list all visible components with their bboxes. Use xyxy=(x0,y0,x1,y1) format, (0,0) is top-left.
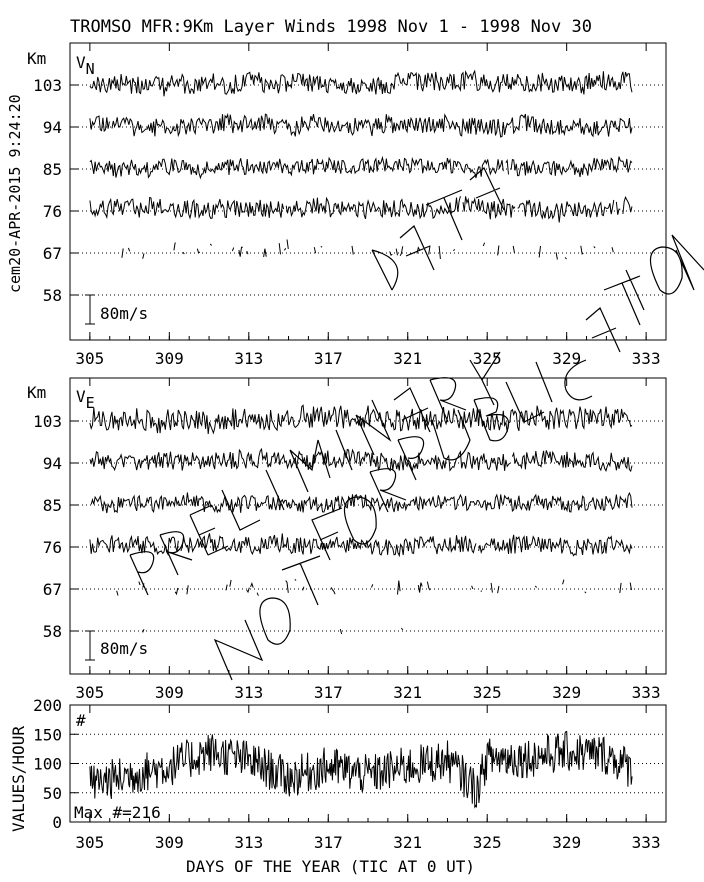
ve-y-tick-label: 58 xyxy=(43,622,62,641)
ve-x-tick-label: 309 xyxy=(155,683,184,702)
vn-traces xyxy=(89,69,633,297)
ve-scale-bar xyxy=(85,630,95,661)
ve-y-tick-label: 76 xyxy=(43,538,62,557)
watermark xyxy=(129,167,704,681)
vn-y-ticks: 103 94 85 76 67 58 xyxy=(33,76,666,305)
count-x-tick-label: 313 xyxy=(234,833,263,852)
vn-trace-94 xyxy=(89,112,633,138)
vn-panel-label: VN xyxy=(76,53,95,78)
count-x-tick-label: 329 xyxy=(552,833,581,852)
count-y-tick-label: 0 xyxy=(52,813,62,832)
count-x-tick-label: 317 xyxy=(314,833,343,852)
vn-y-tick-label: 103 xyxy=(33,76,62,95)
ve-y-tick-label: 67 xyxy=(43,580,62,599)
ve-x-tick-label: 321 xyxy=(393,683,422,702)
vn-x-tick-label: 309 xyxy=(155,349,184,368)
vn-x-tick-label: 333 xyxy=(632,349,661,368)
vn-panel: Km VN 103 94 85 76 67 58 305 309 313 317 321 325 32… xyxy=(27,42,667,368)
vn-scale-bar xyxy=(85,294,95,325)
count-x-tick-label: 321 xyxy=(393,833,422,852)
ve-y-tick-label: 85 xyxy=(43,496,62,515)
x-axis-label: DAYS OF THE YEAR (TIC AT 0 UT) xyxy=(186,857,475,876)
ve-scale-label: 80m/s xyxy=(100,639,148,658)
ve-trace-76 xyxy=(89,533,633,558)
vn-trace-85 xyxy=(89,155,633,180)
ve-x-tick-label: 313 xyxy=(234,683,263,702)
ve-unit-label: Km xyxy=(27,383,46,402)
vn-trace-103 xyxy=(89,69,633,97)
vn-x-tick-label: 313 xyxy=(234,349,263,368)
vn-trace-76 xyxy=(89,195,633,223)
vn-x-ticks: 305 309 313 317 321 325 329 333 xyxy=(69,43,667,368)
watermark-strokes xyxy=(129,167,704,681)
vn-y-tick-label: 85 xyxy=(43,160,62,179)
vn-x-tick-label: 325 xyxy=(473,349,502,368)
ve-panel: Km VE 103 94 85 76 67 58 305 309 313 317 321 325 32… xyxy=(27,377,667,702)
vn-unit-label: Km xyxy=(27,49,46,68)
count-x-tick-label: 309 xyxy=(155,833,184,852)
count-max-annotation: Max #=216 xyxy=(74,803,161,822)
vn-x-tick-label: 317 xyxy=(314,349,343,368)
ve-y-tick-label: 94 xyxy=(43,454,62,473)
count-series-line xyxy=(89,730,633,809)
ve-y-tick-label: 103 xyxy=(33,412,62,431)
ve-trace-58 xyxy=(143,624,632,634)
vn-scale-label: 80m/s xyxy=(100,304,148,323)
count-y-tick-label: 50 xyxy=(43,784,62,803)
count-y-tick-label: 100 xyxy=(33,755,62,774)
vn-x-tick-label: 305 xyxy=(75,349,104,368)
ve-y-ticks: 103 94 85 76 67 58 xyxy=(33,412,666,641)
vn-y-tick-label: 94 xyxy=(43,118,62,137)
ve-trace-67 xyxy=(116,579,632,596)
ve-x-tick-label: 325 xyxy=(473,683,502,702)
ve-x-tick-label: 305 xyxy=(75,683,104,702)
ve-x-tick-label: 317 xyxy=(314,683,343,702)
vn-y-tick-label: 76 xyxy=(43,202,62,221)
ve-trace-103 xyxy=(89,404,633,435)
ve-panel-label: VE xyxy=(76,387,95,412)
ve-x-tick-label: 329 xyxy=(552,683,581,702)
count-x-ticks: 305 309 313 317 321 325 329 333 xyxy=(69,705,667,852)
count-y-tick-label: 150 xyxy=(33,725,62,744)
vn-y-tick-label: 58 xyxy=(43,286,62,305)
count-panel-label: # xyxy=(76,711,86,730)
count-x-tick-label: 325 xyxy=(473,833,502,852)
ve-traces xyxy=(89,404,633,634)
ve-x-tick-label: 333 xyxy=(632,683,661,702)
vn-x-tick-label: 329 xyxy=(552,349,581,368)
vn-trace-67 xyxy=(122,240,632,260)
ve-x-ticks: 305 309 313 317 321 325 329 333 xyxy=(69,378,667,702)
count-x-tick-label: 333 xyxy=(632,833,661,852)
figure-title: TROMSO MFR:9Km Layer Winds 1998 Nov 1 - … xyxy=(70,17,592,37)
count-x-tick-label: 305 xyxy=(75,833,104,852)
count-y-ticks: 200 150 100 50 0 xyxy=(33,696,78,832)
count-y-tick-label: 200 xyxy=(33,696,62,715)
ve-trace-85 xyxy=(90,491,633,514)
count-y-axis-label: VALUES/HOUR xyxy=(9,726,28,832)
vn-x-tick-label: 321 xyxy=(393,349,422,368)
vn-y-tick-label: 67 xyxy=(43,244,62,263)
ve-trace-94 xyxy=(89,447,633,473)
side-stamp: cem20-APR-2015 9:24:20 xyxy=(6,94,24,293)
